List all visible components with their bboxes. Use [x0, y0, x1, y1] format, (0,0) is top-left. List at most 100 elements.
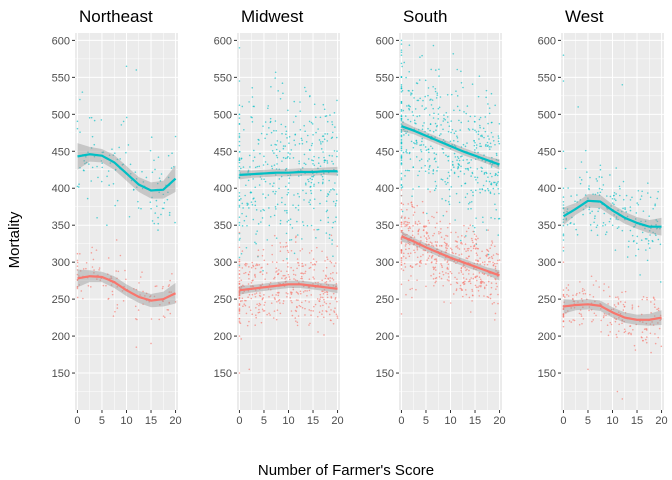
data-point — [416, 256, 419, 259]
data-point — [447, 130, 450, 133]
data-point — [274, 276, 276, 279]
data-point — [304, 300, 307, 302]
data-point — [238, 302, 241, 305]
data-point — [445, 111, 448, 114]
y-tick-label: 350 — [52, 220, 70, 232]
data-point — [321, 279, 323, 282]
data-point — [469, 201, 471, 204]
data-point — [151, 171, 154, 174]
data-point — [429, 99, 431, 101]
data-point — [627, 332, 630, 335]
data-point — [238, 286, 241, 289]
data-point — [464, 145, 467, 148]
data-point — [325, 210, 328, 213]
data-point — [487, 144, 489, 147]
data-point — [443, 117, 445, 120]
data-point — [247, 289, 250, 292]
data-point — [631, 304, 634, 306]
data-point — [405, 293, 407, 296]
data-point — [562, 207, 565, 209]
data-point — [400, 163, 403, 166]
data-point — [309, 203, 312, 206]
data-point — [402, 255, 405, 258]
data-point — [241, 212, 243, 215]
data-point — [313, 278, 315, 280]
data-point — [420, 239, 422, 242]
data-point — [156, 205, 158, 207]
data-point — [249, 166, 251, 168]
data-point — [277, 90, 279, 92]
data-point — [420, 150, 423, 153]
data-point — [154, 285, 157, 288]
data-point — [654, 333, 656, 335]
data-point — [648, 247, 651, 249]
data-point — [247, 179, 250, 182]
data-point — [404, 217, 406, 220]
data-point — [400, 83, 403, 86]
data-point — [485, 172, 488, 175]
data-point — [333, 189, 335, 191]
data-point — [602, 184, 605, 186]
data-point — [322, 135, 325, 137]
data-point — [151, 196, 153, 199]
data-point — [425, 212, 428, 215]
data-point — [274, 120, 277, 122]
data-point — [488, 146, 491, 148]
data-point — [657, 336, 660, 339]
data-point — [296, 220, 298, 223]
data-point — [611, 202, 614, 204]
data-point — [76, 273, 79, 276]
data-point — [595, 226, 598, 229]
data-point — [304, 314, 306, 316]
data-point — [469, 115, 472, 118]
data-point — [100, 160, 103, 162]
data-point — [567, 187, 569, 189]
data-point — [400, 123, 403, 125]
data-point — [489, 247, 491, 250]
data-point — [439, 245, 441, 247]
data-point — [645, 341, 648, 344]
data-point — [582, 318, 585, 320]
data-point — [88, 163, 90, 165]
data-point — [443, 301, 445, 303]
data-point — [238, 132, 241, 135]
x-tick-label: 0 — [74, 415, 80, 427]
data-point — [150, 342, 152, 345]
data-point — [457, 140, 459, 143]
data-point — [474, 149, 476, 151]
data-point — [106, 224, 108, 226]
data-point — [240, 338, 243, 340]
data-point — [449, 259, 452, 261]
data-point — [417, 128, 420, 131]
data-point — [562, 221, 565, 223]
data-point — [487, 253, 490, 256]
data-point — [287, 273, 290, 276]
data-point — [412, 188, 414, 190]
data-point — [623, 331, 626, 334]
data-point — [161, 287, 164, 290]
data-point — [465, 230, 468, 233]
data-point — [466, 105, 469, 107]
data-point — [621, 398, 624, 400]
y-tick-label: 150 — [376, 368, 394, 380]
data-point — [408, 241, 411, 244]
data-point — [621, 291, 623, 294]
data-point — [608, 220, 611, 223]
data-point — [286, 193, 289, 196]
data-point — [400, 87, 403, 89]
data-point — [154, 168, 156, 171]
data-point — [425, 263, 427, 265]
data-point — [433, 267, 435, 269]
data-point — [274, 77, 277, 79]
data-point — [460, 289, 463, 291]
data-point — [624, 301, 627, 303]
data-point — [335, 313, 338, 316]
data-point — [76, 269, 79, 271]
data-point — [322, 178, 324, 181]
data-point — [93, 119, 96, 122]
y-tick-label: 400 — [538, 183, 556, 195]
data-point — [316, 315, 319, 318]
data-point — [239, 322, 242, 325]
data-point — [487, 280, 490, 283]
x-tick-label: 0 — [398, 415, 404, 427]
